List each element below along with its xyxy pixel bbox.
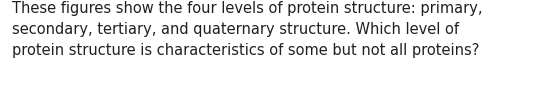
Text: These figures show the four levels of protein structure: primary,
secondary, ter: These figures show the four levels of pr…: [12, 1, 483, 58]
